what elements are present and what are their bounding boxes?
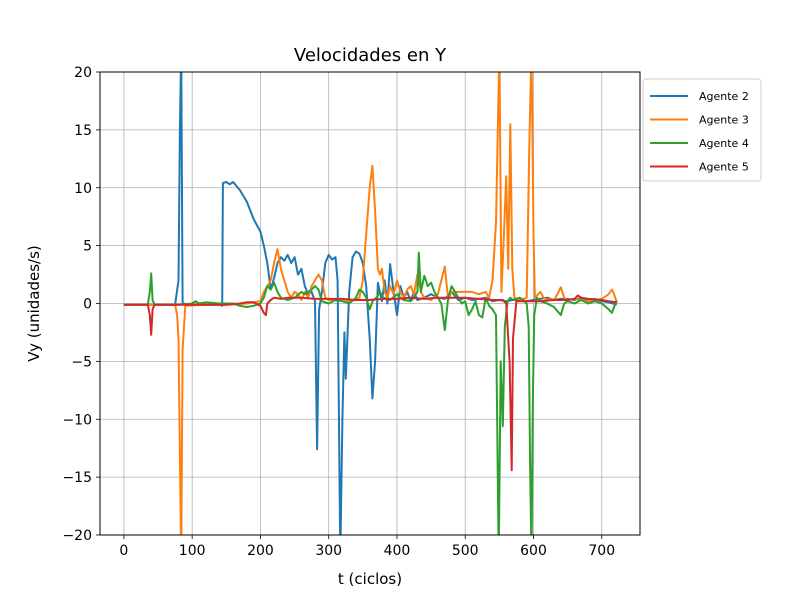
series-line-agente-5	[123, 294, 617, 472]
x-tick-label: 200	[247, 543, 274, 559]
series-line-agente-3	[123, 72, 618, 535]
x-tick-label: 0	[119, 543, 128, 559]
x-tick-label: 600	[520, 543, 547, 559]
y-tick-label: 0	[83, 297, 92, 313]
legend-label: Agente 5	[699, 161, 749, 174]
ticks: 0 100 200 300 400 500 600 700 −20 −15 −10 −5 0 5 10 15 2…	[62, 65, 615, 559]
legend: Agente 2 Agente 3 Agente 4 Agente 5	[642, 78, 762, 182]
y-tick-label: 5	[83, 239, 92, 255]
legend-box	[642, 78, 762, 182]
y-tick-label: 10	[74, 181, 92, 197]
legend-label: Agente 4	[699, 137, 749, 150]
x-tick-label: 700	[588, 543, 615, 559]
y-tick-label: −15	[62, 470, 92, 486]
x-tick-label: 500	[452, 543, 479, 559]
x-tick-label: 400	[384, 543, 411, 559]
y-tick-label: 20	[74, 65, 92, 81]
legend-label: Agente 2	[699, 90, 749, 103]
series-line-agente-2	[123, 72, 618, 535]
x-tick-label: 300	[315, 543, 342, 559]
x-axis-label: t (ciclos)	[338, 570, 402, 588]
y-tick-label: 15	[74, 123, 92, 139]
chart-title: Velocidades en Y	[294, 45, 447, 66]
y-tick-label: −5	[71, 354, 92, 370]
series-layer	[123, 72, 618, 535]
y-axis-label: Vy (unidades/s)	[25, 245, 43, 362]
x-tick-label: 100	[179, 543, 206, 559]
series-line-agente-4	[123, 251, 618, 535]
y-tick-label: −20	[62, 528, 92, 544]
legend-label: Agente 3	[699, 114, 749, 127]
y-tick-label: −10	[62, 412, 92, 428]
